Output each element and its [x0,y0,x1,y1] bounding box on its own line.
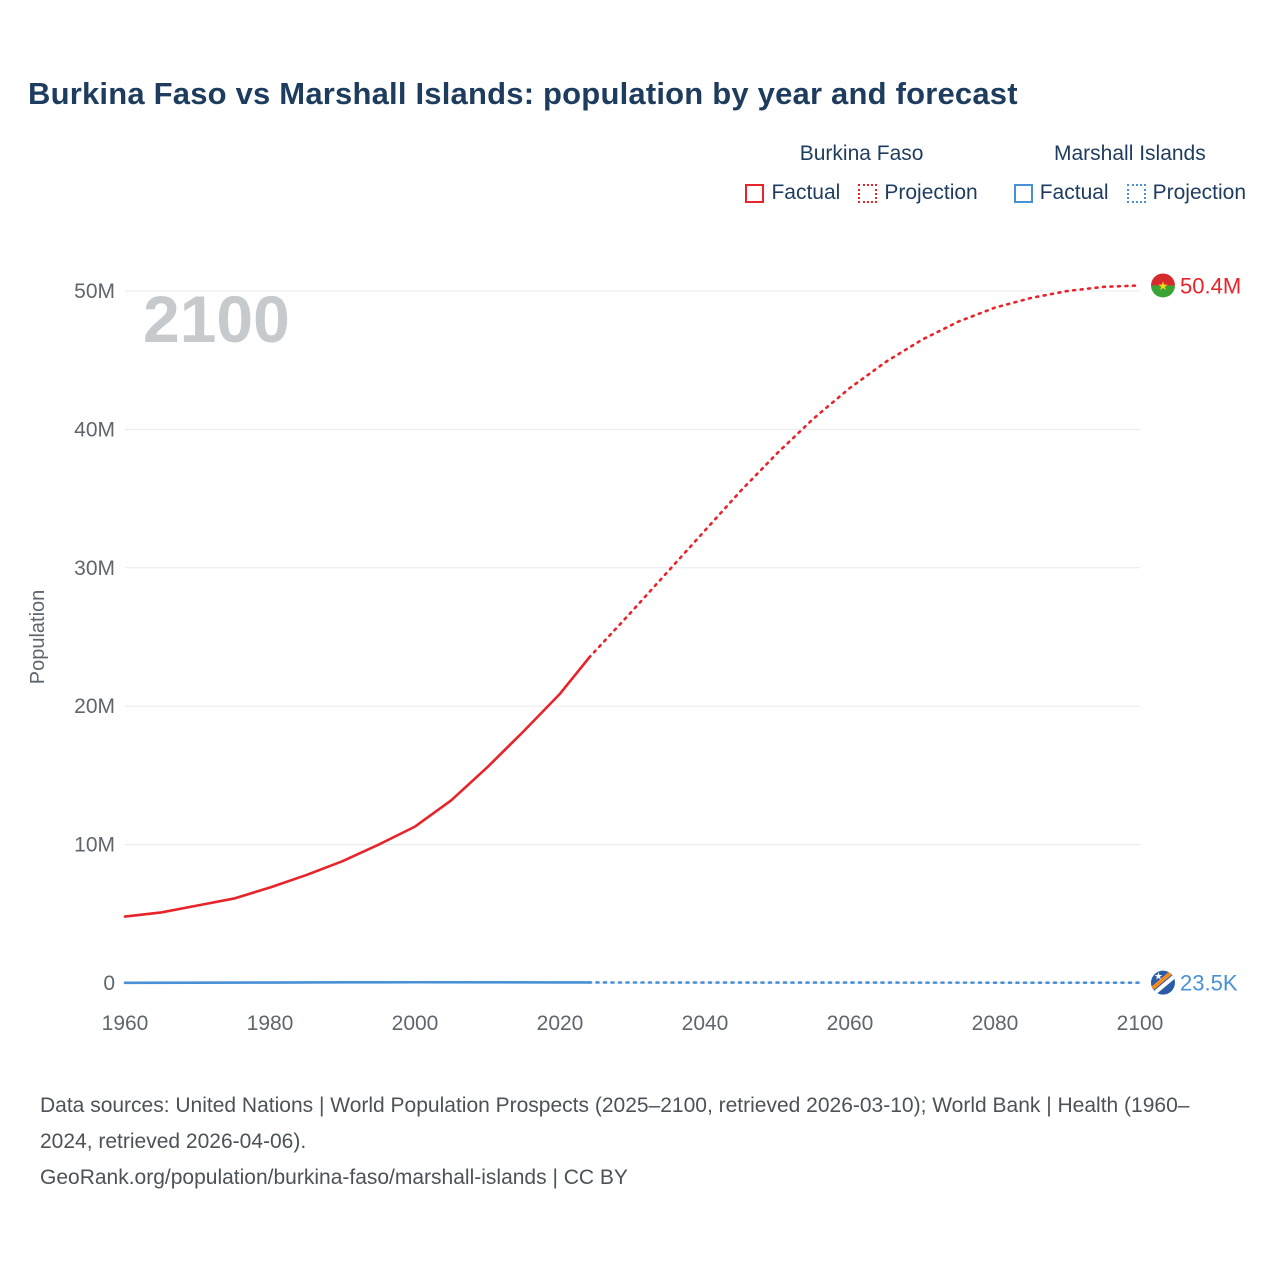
legend-item-label: Projection [1152,181,1246,204]
burkina-faso-factual-line [123,656,591,918]
legend: Burkina Faso Factual Projection Marshall… [745,142,1246,205]
y-tick-label: 40M [74,418,115,441]
projection-swatch-icon [1126,183,1146,203]
legend-group-title-burkina-faso: Burkina Faso [799,142,924,165]
y-tick-label: 50M [74,280,115,303]
population-line-chart: 2100 0 10M 20M 30M 40M 50M 1960 1980 2000 2020 2040… [27,273,1241,1035]
y-tick-label: 30M [74,557,115,580]
legend-item-mh-projection: Projection [1126,181,1246,205]
svg-text:★: ★ [1154,972,1163,983]
y-tick-label: 20M [74,695,115,718]
legend-item-bf-factual: Factual [745,181,840,205]
legend-item-label: Projection [884,181,978,204]
burkina-faso-end-value-label: 50.4M [1180,273,1241,298]
x-axis-tick-labels: 1960 1980 2000 2020 2040 2060 2080 2100 [102,1012,1164,1035]
y-axis-label: Population [27,590,49,685]
marshall-islands-end-value-label: 23.5K [1180,971,1238,996]
factual-swatch-icon [745,183,765,203]
marshall-islands-factual-line [123,980,591,985]
x-tick-label: 2040 [682,1012,729,1035]
legend-item-bf-projection: Projection [858,181,978,205]
data-sources-text: Data sources: United Nations | World Pop… [40,1094,1190,1154]
attribution-link: GeoRank.org/population/burkina-faso/mars… [40,1166,628,1190]
page-title: Burkina Faso vs Marshall Islands: popula… [28,76,1018,111]
x-tick-label: 1960 [102,1012,149,1035]
watermark-year: 2100 [143,282,290,356]
y-tick-label: 10M [74,834,115,857]
legend-items-burkina-faso: Factual Projection [745,181,978,205]
legend-group-burkina-faso: Burkina Faso Factual Projection [745,142,978,205]
legend-item-label: Factual [1039,181,1109,204]
footer: Data sources: United Nations | World Pop… [40,1088,1230,1196]
legend-item-mh-factual: Factual [1013,181,1109,205]
x-tick-label: 2080 [972,1012,1019,1035]
burkina-faso-projection-line [587,284,1142,660]
legend-items-marshall-islands: Factual Projection [1013,181,1246,205]
gridlines [125,290,1140,984]
x-tick-label: 2100 [1117,1012,1164,1035]
y-tick-label: 0 [103,972,115,995]
x-tick-label: 1980 [247,1012,294,1035]
marshall-islands-flag-icon: ★ [1147,968,1179,997]
legend-group-marshall-islands: Marshall Islands Factual Projection [1013,142,1246,205]
legend-item-label: Factual [771,181,841,204]
svg-text:★: ★ [1158,279,1169,293]
series: ★ 50.4M ★ 23.5K [123,273,1241,997]
factual-swatch-icon [1013,183,1033,203]
burkina-faso-flag-icon: ★ [1151,273,1175,298]
y-axis-tick-labels: 0 10M 20M 30M 40M 50M [74,280,115,995]
legend-group-title-marshall-islands: Marshall Islands [1054,142,1206,165]
projection-swatch-icon [858,183,878,203]
x-tick-label: 2000 [392,1012,439,1035]
x-tick-label: 2060 [827,1012,874,1035]
x-tick-label: 2020 [537,1012,584,1035]
